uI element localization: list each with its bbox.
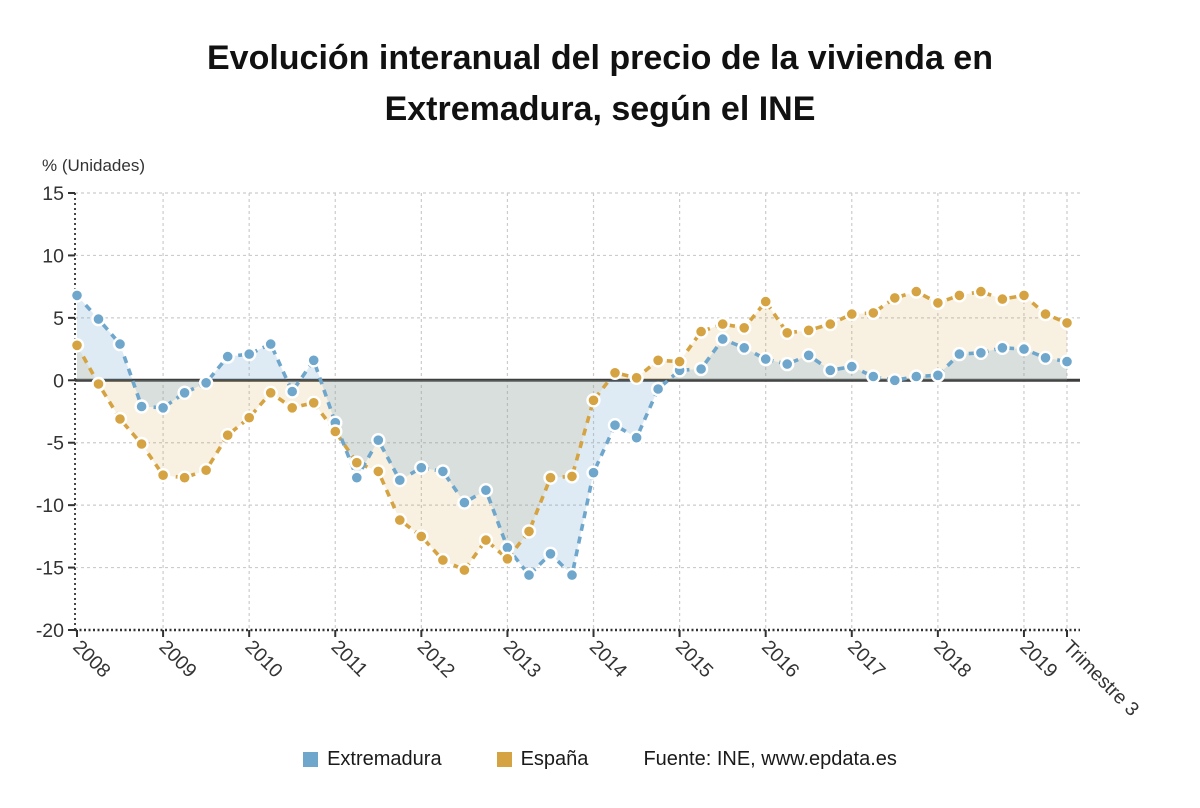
svg-text:2013: 2013 [499, 636, 545, 682]
chart-title: Evolución interanual del precio de la vi… [206, 39, 993, 128]
extremadura-swatch-icon [303, 752, 319, 767]
svg-text:Trimestre 3: Trimestre 3 [1058, 636, 1143, 721]
espana-swatch-icon [496, 752, 512, 767]
svg-text:-20: -20 [36, 620, 64, 642]
svg-text:2017: 2017 [843, 636, 889, 682]
legend: Extremadura España Fuente: INE, www.epda… [0, 748, 1200, 771]
svg-text:2010: 2010 [241, 636, 287, 682]
svg-text:10: 10 [42, 245, 64, 267]
svg-text:-5: -5 [47, 433, 64, 455]
svg-text:2014: 2014 [585, 636, 631, 682]
svg-text:2012: 2012 [413, 636, 459, 682]
svg-text:-10: -10 [36, 495, 64, 517]
legend-label-extremadura: Extremadura [327, 748, 442, 770]
svg-text:5: 5 [53, 308, 64, 330]
svg-text:0: 0 [53, 370, 64, 392]
svg-text:2018: 2018 [929, 636, 975, 682]
svg-text:15: 15 [42, 183, 64, 205]
page-title: Evolución interanual del precio de la vi… [0, 33, 1200, 135]
svg-text:2011: 2011 [327, 636, 372, 681]
y-axis-unit-label: % (Unidades) [42, 156, 145, 175]
legend-label-espana: España [520, 748, 589, 770]
legend-item-espana: España [496, 748, 589, 771]
svg-text:2009: 2009 [155, 636, 201, 682]
svg-text:2008: 2008 [68, 636, 114, 682]
svg-text:-15: -15 [36, 558, 64, 580]
svg-text:2016: 2016 [757, 636, 803, 682]
legend-item-extremadura: Extremadura [303, 748, 442, 771]
source-text: Fuente: INE, www.epdata.es [643, 748, 897, 770]
svg-text:2019: 2019 [1015, 636, 1061, 682]
svg-text:2015: 2015 [671, 636, 717, 682]
